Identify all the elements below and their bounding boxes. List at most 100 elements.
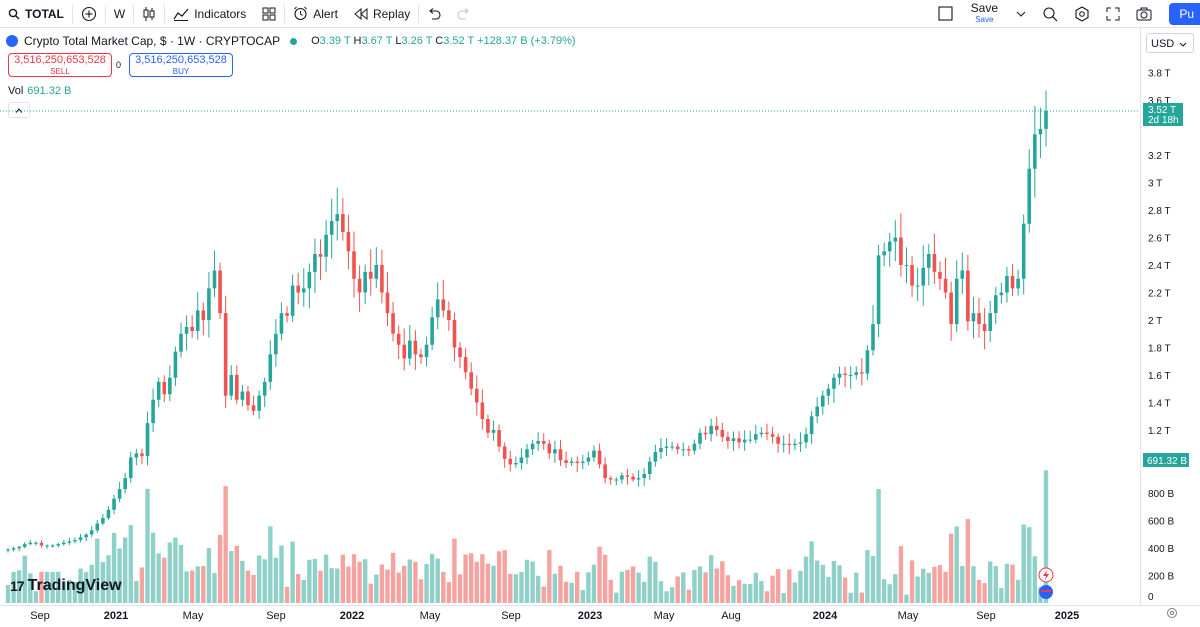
volume-tick-label: 800 B — [1148, 489, 1174, 500]
candle-body — [50, 545, 55, 547]
candle-body — [558, 449, 563, 461]
price-tick-label: 1.8 T — [1148, 344, 1171, 355]
candle-body — [597, 450, 602, 465]
volume-bar — [446, 582, 452, 603]
candle-body — [876, 255, 881, 325]
price-tick-label: 3.6 T — [1148, 96, 1171, 107]
fullscreen-button[interactable] — [1098, 0, 1128, 27]
undo-button[interactable] — [419, 0, 449, 27]
flag-stripe — [1041, 590, 1051, 592]
buy-button[interactable]: 3,516,250,653,528 BUY — [129, 53, 233, 77]
price-tick-label: 2.6 T — [1148, 234, 1171, 245]
candle-body — [765, 432, 769, 435]
volume-bar — [720, 561, 725, 603]
chart-type-button[interactable] — [134, 0, 164, 27]
time-tick-label: 2024 — [813, 610, 838, 622]
volume-bar — [217, 534, 223, 603]
candle-body — [988, 313, 992, 331]
candle-body — [134, 453, 139, 458]
volume-bar — [530, 561, 535, 603]
layout-select-button[interactable] — [930, 0, 961, 27]
candle-body — [45, 545, 49, 547]
candle-body — [636, 478, 641, 480]
time-tick-label: Sep — [501, 610, 521, 622]
volume-bar — [323, 554, 329, 603]
publish-button[interactable]: Pu — [1169, 3, 1200, 25]
candle-body — [653, 452, 658, 462]
candle-body — [301, 288, 306, 293]
save-button[interactable]: Save Save — [961, 2, 1008, 25]
candle-body — [938, 271, 942, 279]
candle-body — [140, 453, 144, 457]
candle-body — [625, 475, 630, 477]
volume-bar — [413, 561, 418, 603]
tv-mark-icon: 17 — [10, 578, 25, 594]
ohlc-values: O3.39 T H3.67 T L3.26 T C3.52 T +128.37 … — [311, 35, 576, 47]
candle-body — [1021, 223, 1026, 279]
volume-bar — [881, 579, 887, 603]
candle-body — [882, 251, 886, 256]
time-tick-label: Aug — [721, 610, 741, 622]
volume-bar — [854, 572, 859, 603]
buy-label: BUY — [172, 67, 190, 76]
compare-button[interactable] — [73, 0, 105, 27]
divider — [133, 4, 135, 23]
indicators-label: Indicators — [194, 6, 247, 21]
volume-bar — [641, 581, 647, 603]
candle-body — [553, 449, 557, 454]
volume-bar — [335, 568, 340, 603]
search-icon — [8, 8, 20, 19]
volume-bar — [987, 561, 993, 603]
candle-body — [447, 310, 451, 320]
tradingview-logo[interactable]: 17 TradingView — [10, 577, 122, 595]
volume-tick-label: 600 B — [1148, 517, 1174, 528]
price-tick-label: 1.6 T — [1148, 371, 1171, 382]
candle-body — [352, 251, 356, 279]
quick-search-button[interactable] — [1034, 0, 1066, 27]
alert-button[interactable]: Alert — [285, 0, 346, 27]
redo-button[interactable] — [449, 0, 479, 27]
volume-bar — [664, 591, 669, 603]
alert-label: Alert — [313, 6, 338, 21]
candle-body — [368, 271, 373, 279]
snapshot-button[interactable] — [1128, 0, 1160, 27]
currency-select[interactable]: USD — [1146, 33, 1194, 53]
interval-button[interactable]: W — [106, 0, 133, 27]
candle-body — [151, 399, 155, 424]
volume-bar — [295, 574, 301, 603]
volume-bar — [731, 586, 736, 603]
candle-body — [815, 406, 819, 417]
layouts-button[interactable] — [254, 0, 284, 27]
volume-bar — [351, 554, 357, 603]
collapse-legend-button[interactable] — [8, 102, 30, 118]
axis-settings-button[interactable] — [1166, 607, 1178, 622]
volume-bar — [859, 592, 865, 603]
candle-body — [614, 479, 619, 481]
indicators-button[interactable]: Indicators — [165, 0, 254, 27]
volume-bar — [362, 559, 368, 603]
candle-body — [742, 439, 747, 443]
candle-body — [285, 313, 289, 316]
price-tick-label: 2 T — [1148, 316, 1162, 327]
camera-icon — [1136, 7, 1152, 20]
volume-bar — [580, 589, 586, 603]
candle-body — [491, 430, 496, 433]
volume-bar — [597, 546, 602, 603]
time-axis: Sep 2021 May Sep 2022 May Sep 2023 May Aug 2024 May… — [30, 610, 1079, 622]
save-menu-button[interactable] — [1008, 0, 1034, 27]
candle-body — [290, 285, 295, 316]
settings-button[interactable] — [1066, 0, 1098, 27]
volume-legend[interactable]: Vol 691.32 B — [8, 85, 71, 97]
candle-body — [586, 457, 591, 462]
replay-button[interactable]: Replay — [346, 0, 418, 27]
symbol-search[interactable]: TOTAL — [0, 0, 72, 27]
candle-body — [893, 237, 898, 242]
candle-body — [229, 375, 234, 396]
sell-button[interactable]: 3,516,250,653,528 SELL — [8, 53, 112, 77]
time-tick-label: May — [183, 610, 204, 622]
series-title[interactable]: Crypto Total Market Cap, $ · 1W · CRYPTO… — [24, 34, 281, 48]
volume-bar — [251, 574, 256, 603]
volume-bar — [541, 586, 546, 603]
price-tick-label: 3.8 T — [1148, 69, 1171, 80]
candle-body — [452, 320, 457, 348]
